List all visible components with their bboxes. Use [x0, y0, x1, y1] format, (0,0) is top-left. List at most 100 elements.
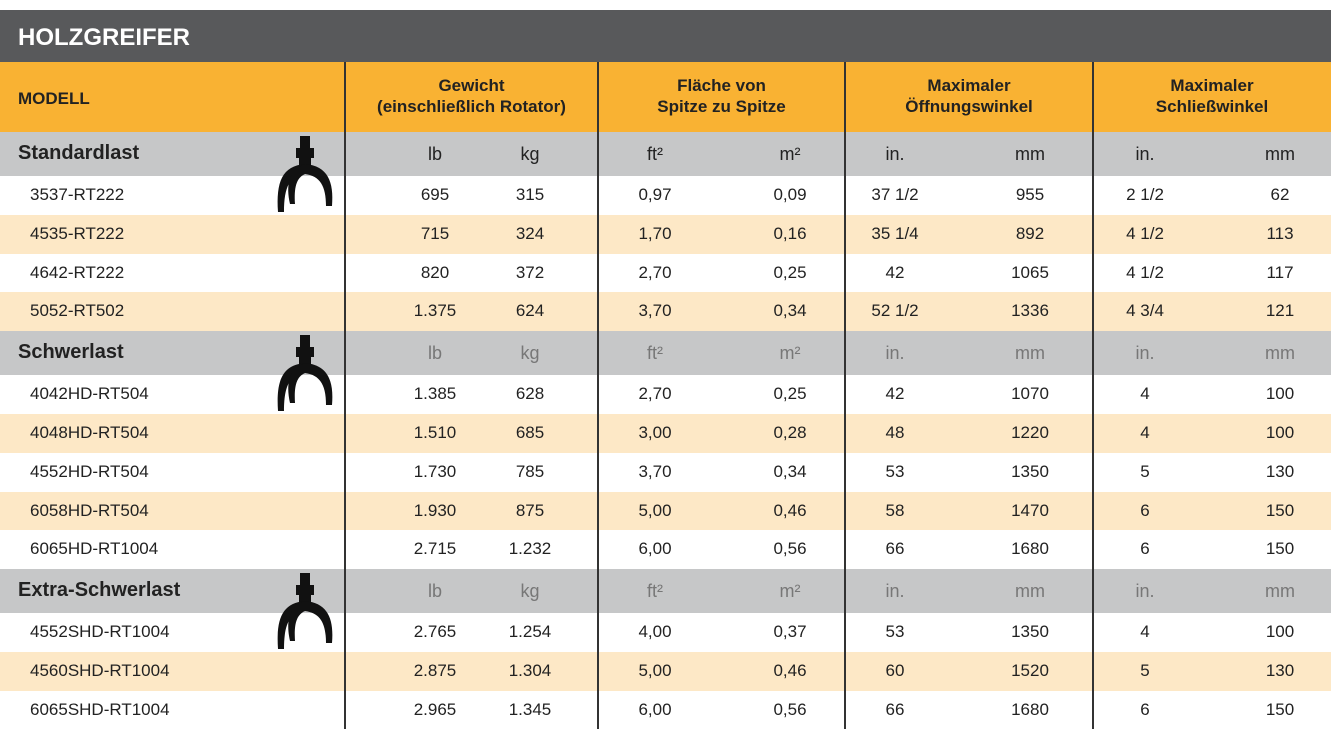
- cell: 372: [480, 263, 580, 283]
- model-name: 4552SHD-RT1004: [30, 622, 170, 642]
- cell: 1.510: [385, 423, 485, 443]
- cell: 1.930: [385, 501, 485, 521]
- unit-label: in.: [1095, 144, 1195, 165]
- cell: 1336: [980, 301, 1080, 321]
- cell: 53: [845, 462, 945, 482]
- header-label: Spitze zu Spitze: [598, 96, 845, 117]
- cell: 4: [1095, 423, 1195, 443]
- grapple-icon: [270, 571, 340, 651]
- cell: 53: [845, 622, 945, 642]
- unit-label: mm: [980, 343, 1080, 364]
- cell: 42: [845, 384, 945, 404]
- cell: 6: [1095, 501, 1195, 521]
- model-name: 4642-RT222: [30, 263, 124, 283]
- unit-label: mm: [980, 144, 1080, 165]
- cell: 150: [1230, 539, 1330, 559]
- cell: 0,25: [740, 384, 840, 404]
- cell: 150: [1230, 501, 1330, 521]
- unit-label: ft²: [605, 343, 705, 364]
- cell: 0,46: [740, 501, 840, 521]
- unit-label: m²: [740, 581, 840, 602]
- cell: 2.715: [385, 539, 485, 559]
- group-name: Standardlast: [18, 142, 139, 165]
- column-divider: [1092, 62, 1094, 729]
- icon-wrap: [270, 333, 340, 413]
- unit-label: ft²: [605, 581, 705, 602]
- cell: 2,70: [605, 384, 705, 404]
- cell: 0,56: [740, 539, 840, 559]
- cell: 60: [845, 661, 945, 681]
- cell: 1.345: [480, 700, 580, 720]
- cell: 0,25: [740, 263, 840, 283]
- cell: 5: [1095, 661, 1195, 681]
- header-label: Schließwinkel: [1093, 96, 1331, 117]
- unit-label: in.: [845, 343, 945, 364]
- cell: 35 1/4: [845, 224, 945, 244]
- cell: 42: [845, 263, 945, 283]
- cell: 66: [845, 700, 945, 720]
- unit-label: mm: [980, 581, 1080, 602]
- group-name: Extra-Schwerlast: [18, 579, 180, 602]
- model-name: 4048HD-RT504: [30, 423, 149, 443]
- unit-label: m²: [740, 343, 840, 364]
- cell: 5,00: [605, 501, 705, 521]
- unit-label: in.: [845, 581, 945, 602]
- cell: 2 1/2: [1095, 185, 1195, 205]
- icon-wrap: [270, 134, 340, 214]
- icon-wrap: [270, 571, 340, 651]
- cell: 1.254: [480, 622, 580, 642]
- grapple-icon: [270, 134, 340, 214]
- cell: 6,00: [605, 539, 705, 559]
- unit-label: m²: [740, 144, 840, 165]
- cell: 0,46: [740, 661, 840, 681]
- cell: 4 1/2: [1095, 224, 1195, 244]
- cell: 100: [1230, 622, 1330, 642]
- model-name: 6065HD-RT1004: [30, 539, 158, 559]
- column-divider: [344, 62, 346, 729]
- cell: 130: [1230, 462, 1330, 482]
- header-label: Gewicht: [345, 75, 598, 96]
- cell: 624: [480, 301, 580, 321]
- model-name: 4560SHD-RT1004: [30, 661, 170, 681]
- model-name: 6058HD-RT504: [30, 501, 149, 521]
- cell: 875: [480, 501, 580, 521]
- cell: 715: [385, 224, 485, 244]
- cell: 4 3/4: [1095, 301, 1195, 321]
- cell: 150: [1230, 700, 1330, 720]
- cell: 0,97: [605, 185, 705, 205]
- model-name: 4535-RT222: [30, 224, 124, 244]
- header-label: Maximaler: [845, 75, 1093, 96]
- model-name: 4552HD-RT504: [30, 462, 149, 482]
- cell: 4,00: [605, 622, 705, 642]
- cell: 4: [1095, 384, 1195, 404]
- cell: 1350: [980, 462, 1080, 482]
- cell: 324: [480, 224, 580, 244]
- model-name: 4042HD-RT504: [30, 384, 149, 404]
- cell: 892: [980, 224, 1080, 244]
- model-name: 5052-RT502: [30, 301, 124, 321]
- unit-label: mm: [1230, 144, 1330, 165]
- cell: 2.765: [385, 622, 485, 642]
- unit-label: mm: [1230, 581, 1330, 602]
- cell: 0,56: [740, 700, 840, 720]
- unit-label: kg: [480, 144, 580, 165]
- unit-label: kg: [480, 343, 580, 364]
- cell: 0,34: [740, 462, 840, 482]
- header-label: Maximaler: [1093, 75, 1331, 96]
- model-name: 3537-RT222: [30, 185, 124, 205]
- cell: 5: [1095, 462, 1195, 482]
- cell: 6: [1095, 539, 1195, 559]
- cell: 3,70: [605, 301, 705, 321]
- cell: 58: [845, 501, 945, 521]
- cell: 66: [845, 539, 945, 559]
- cell: 3,00: [605, 423, 705, 443]
- cell: 48: [845, 423, 945, 443]
- cell: 0,37: [740, 622, 840, 642]
- cell: 1.304: [480, 661, 580, 681]
- unit-label: lb: [385, 144, 485, 165]
- cell: 1220: [980, 423, 1080, 443]
- cell: 0,16: [740, 224, 840, 244]
- cell: 62: [1230, 185, 1330, 205]
- unit-label: in.: [1095, 343, 1195, 364]
- cell: 37 1/2: [845, 185, 945, 205]
